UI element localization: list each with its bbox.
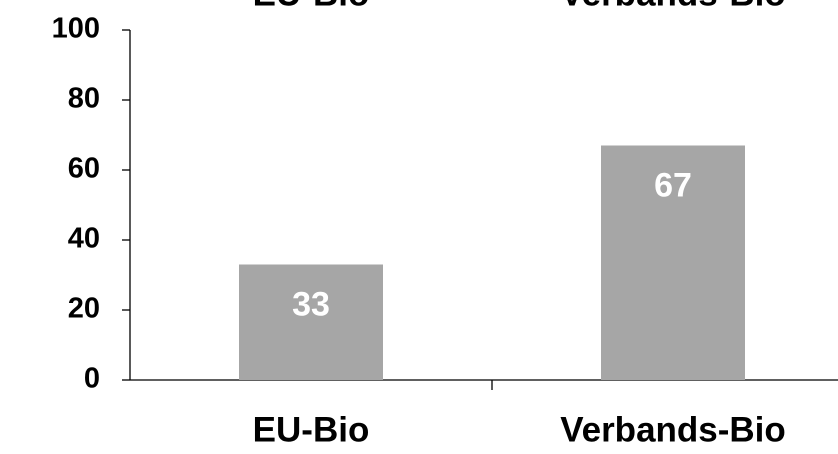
x-tick-label: Verbands-Bio (560, 410, 786, 449)
y-tick-label: 60 (68, 153, 100, 185)
y-tick-label: 100 (52, 13, 100, 45)
cropped-header-label: Verbands-Bio (560, 0, 786, 13)
x-tick-label: EU-Bio (253, 410, 370, 449)
value-label: 33 (292, 285, 330, 323)
y-tick-label: 0 (84, 363, 100, 395)
y-tick-label: 40 (68, 223, 100, 255)
cropped-header-label: EU-Bio (253, 0, 370, 13)
value-label: 67 (654, 166, 692, 204)
bar (601, 145, 745, 380)
bar (239, 264, 383, 380)
y-tick-label: 20 (68, 293, 100, 325)
y-tick-label: 80 (68, 83, 100, 115)
